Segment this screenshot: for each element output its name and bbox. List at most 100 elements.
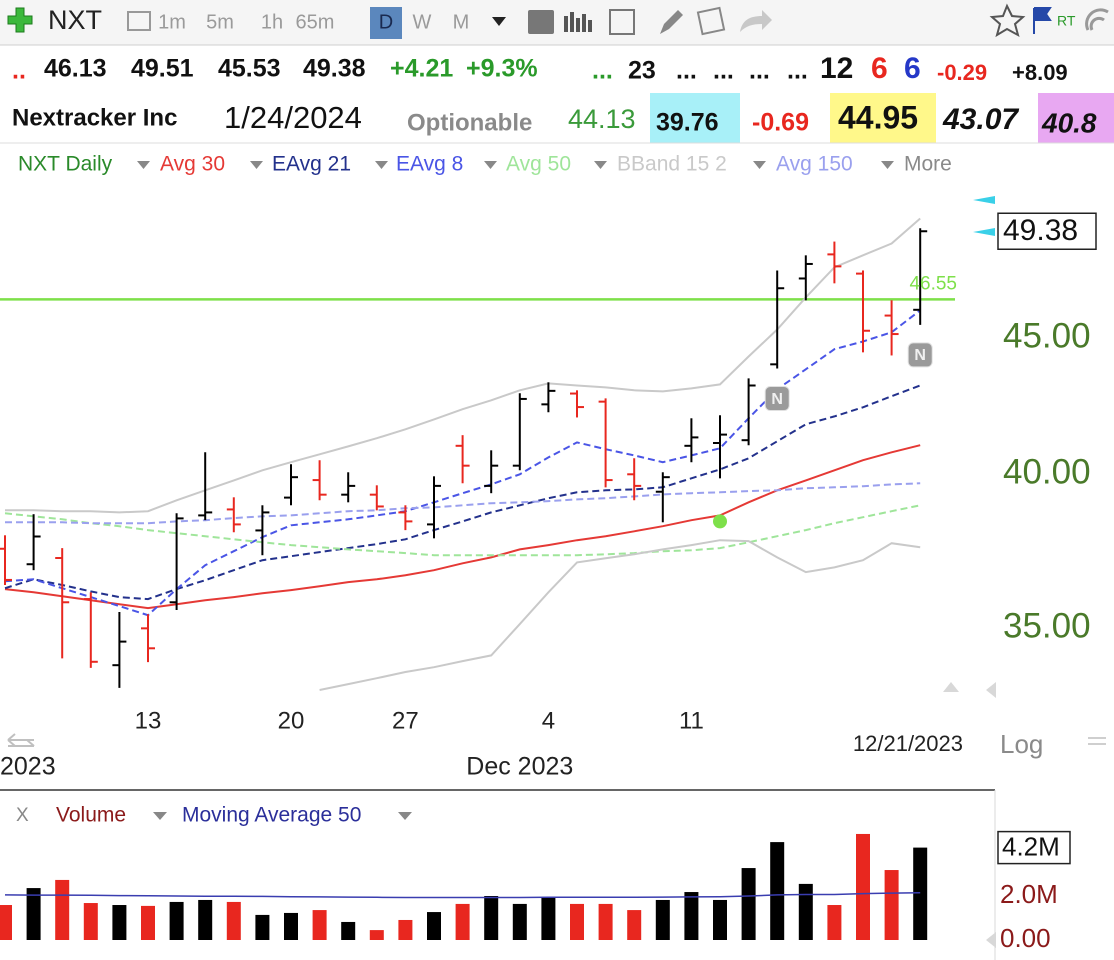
info-value: -0.69 xyxy=(752,109,809,137)
volume-bar xyxy=(627,910,642,940)
realtime-label[interactable]: RT xyxy=(1057,13,1076,29)
volume-pane: 0.00 2.0M 4.2M xyxy=(0,830,1071,953)
star-icon[interactable] xyxy=(989,3,1026,38)
volume-bar xyxy=(198,899,213,940)
volume-bar xyxy=(83,903,98,940)
count: 6 xyxy=(904,52,921,85)
count: 6 xyxy=(871,52,888,85)
symbol[interactable]: NXT xyxy=(48,5,102,35)
draw-icon[interactable] xyxy=(660,10,683,34)
info-value: 39.76 xyxy=(656,109,719,137)
legend-entry[interactable]: Avg 150 xyxy=(776,153,853,176)
scale-mode[interactable]: Log xyxy=(1000,729,1043,759)
dots: ... xyxy=(676,57,697,85)
signal-icon xyxy=(1085,8,1109,31)
more-button[interactable]: More xyxy=(904,153,952,176)
y-tick-label: 40.00 xyxy=(1003,453,1091,492)
low: 45.53 xyxy=(218,55,281,83)
volume-bar xyxy=(141,905,155,940)
volume-bar xyxy=(455,903,470,940)
x-tick-label: 20 xyxy=(278,707,305,734)
company-name: Nextracker Inc xyxy=(12,104,177,131)
scale-menu[interactable] xyxy=(1088,737,1106,745)
close-pane[interactable]: X xyxy=(16,805,29,826)
indicator-line xyxy=(5,482,921,525)
dropdown-icon[interactable] xyxy=(375,161,388,169)
interval-button[interactable]: W xyxy=(413,11,432,33)
signal-dot xyxy=(713,514,727,529)
legend-ma[interactable]: Moving Average 50 xyxy=(182,804,361,827)
news-icon[interactable] xyxy=(907,342,933,368)
net-change: +8.09 xyxy=(1012,60,1068,85)
volume-bar xyxy=(26,888,41,940)
legend-entry[interactable]: Avg 50 xyxy=(506,153,571,176)
price-level-label: 46.55 xyxy=(909,273,957,294)
plot-area: NN xyxy=(0,217,955,691)
highlight xyxy=(650,93,740,143)
info-value: 43.07 xyxy=(942,103,1019,136)
dropdown-icon[interactable] xyxy=(881,161,894,169)
note-icon[interactable] xyxy=(696,6,726,36)
y-tick-label: 35.00 xyxy=(1003,607,1091,646)
scroll-up[interactable] xyxy=(943,682,959,692)
print-icon[interactable] xyxy=(127,11,151,31)
news-label[interactable]: N xyxy=(914,347,926,364)
add-icon[interactable] xyxy=(7,7,33,33)
legend-entry[interactable]: EAvg 21 xyxy=(272,153,351,176)
volume-bar xyxy=(798,883,813,940)
high: 49.51 xyxy=(131,55,194,83)
volume-bar xyxy=(255,914,270,940)
volume-bar xyxy=(856,833,870,940)
legend-entry[interactable]: Avg 30 xyxy=(160,153,225,176)
legend-entry[interactable]: EAvg 8 xyxy=(396,153,463,176)
open: 46.13 xyxy=(44,55,107,83)
dropdown-icon[interactable] xyxy=(153,812,167,820)
bars-icon[interactable] xyxy=(564,12,592,32)
interval-button[interactable]: 65m xyxy=(296,11,335,33)
scroll-left[interactable] xyxy=(986,682,996,698)
dots: ... xyxy=(713,57,734,85)
dropdown-icon[interactable] xyxy=(484,161,497,169)
dropdown-icon[interactable] xyxy=(137,161,150,169)
news-icon[interactable] xyxy=(764,386,790,412)
legend-volume[interactable]: Volume xyxy=(56,804,126,827)
dropdown-icon[interactable] xyxy=(250,161,263,169)
interval-button[interactable]: 1h xyxy=(261,11,283,33)
interval-button[interactable]: M xyxy=(453,11,470,33)
info-value: 44.95 xyxy=(838,99,918,135)
highlight xyxy=(1038,93,1114,143)
dropdown-icon[interactable] xyxy=(492,17,506,26)
dropdown-icon[interactable] xyxy=(594,161,607,169)
volume-bar xyxy=(55,879,70,940)
last-price: 49.38 xyxy=(1003,214,1078,247)
x-tick-label: 13 xyxy=(135,707,162,734)
volume-bar xyxy=(369,930,384,940)
dropdown-icon[interactable] xyxy=(753,161,766,169)
y-tick-label: 45.00 xyxy=(1003,317,1091,356)
pan-icon[interactable] xyxy=(7,733,35,747)
grid-icon[interactable] xyxy=(609,9,635,35)
legend-entry[interactable]: BBand 15 2 xyxy=(617,153,727,176)
volume-bar xyxy=(655,899,670,940)
scroll-left[interactable] xyxy=(986,932,996,948)
interval-button[interactable]: D xyxy=(379,11,393,33)
volume-bar xyxy=(770,842,785,940)
dots: ... xyxy=(749,57,770,85)
news-label[interactable]: N xyxy=(771,391,783,408)
last-date: 12/21/2023 xyxy=(853,731,963,756)
share-icon[interactable] xyxy=(740,10,772,32)
date: 1/24/2024 xyxy=(224,100,362,135)
volume-bar xyxy=(570,903,584,940)
interval-button[interactable]: 5m xyxy=(206,11,234,33)
x-tick-label: 27 xyxy=(392,707,419,734)
interval-button[interactable]: 1m xyxy=(158,11,186,33)
indicator-line xyxy=(319,539,921,691)
flag-icon[interactable] xyxy=(1033,7,1052,34)
interval-active xyxy=(370,7,402,39)
text-tool-icon[interactable] xyxy=(528,10,554,34)
x-tick-label: 11 xyxy=(679,707,704,734)
chart-title[interactable]: NXT Daily xyxy=(18,153,113,176)
dropdown-icon[interactable] xyxy=(398,812,412,820)
